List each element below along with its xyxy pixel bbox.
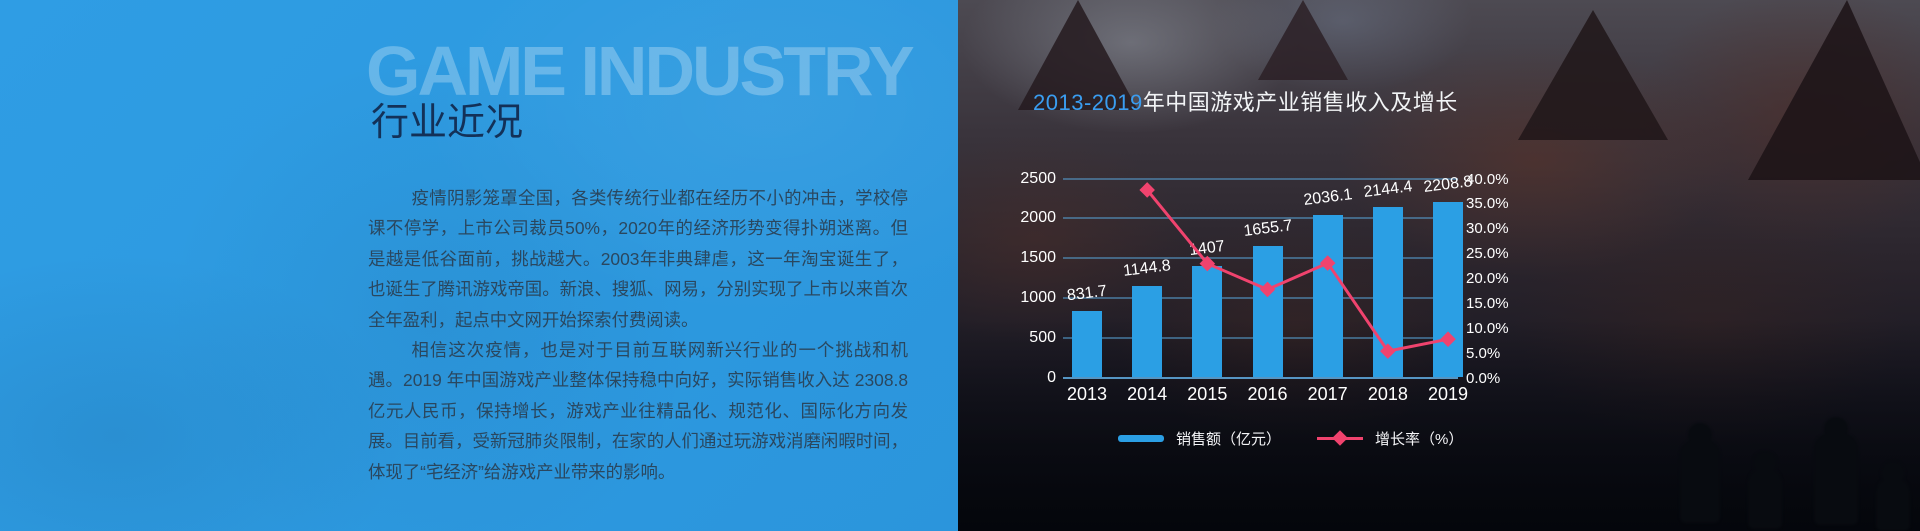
revenue-bar <box>1312 215 1343 378</box>
chart-title-years: 2013-2019 <box>1033 90 1143 115</box>
right-axis-tick: 5.0% <box>1466 344 1501 362</box>
right-axis-tick: 25.0% <box>1466 245 1509 263</box>
x-axis-line <box>1063 376 1458 379</box>
legend-bar-label: 销售额（亿元） <box>1176 430 1282 448</box>
left-axis-tick: 1000 <box>1020 288 1056 306</box>
paragraph-1: 疫情阴影笼罩全国，各类传统行业都在经历不小的冲击，学校停课不停学，上市公司裁员5… <box>368 188 908 330</box>
right-axis-tick: 10.0% <box>1466 319 1509 337</box>
x-axis-label: 2019 <box>1427 383 1469 404</box>
revenue-bar <box>1072 311 1102 378</box>
legend-bar-swatch <box>1118 434 1164 442</box>
chess-pawn-silhouette <box>1680 439 1720 523</box>
revenue-bar <box>1192 265 1223 378</box>
roof-silhouette <box>1258 0 1348 80</box>
left-axis-tick: 2000 <box>1020 209 1056 227</box>
revenue-bar <box>1372 206 1403 378</box>
x-axis-label: 2016 <box>1247 383 1288 404</box>
legend-diamond-icon <box>1332 430 1348 446</box>
right-axis-tick: 0.0% <box>1466 369 1501 387</box>
x-axis-label: 2017 <box>1307 383 1348 404</box>
watermark-game-industry: GAME INDUSTRY <box>366 32 915 110</box>
gridline <box>1063 177 1458 180</box>
right-axis-tick: 35.0% <box>1466 195 1509 213</box>
left-axis-tick: 1500 <box>1020 249 1056 267</box>
left-axis-tick: 2500 <box>1020 169 1056 187</box>
left-axis-tick: 500 <box>1029 328 1056 346</box>
roof-silhouette <box>1748 0 1920 180</box>
right-axis-tick: 20.0% <box>1466 270 1509 287</box>
paragraph-2: 相信这次疫情，也是对于目前互联网新兴行业的一个挑战和机遇。2019 年中国游戏产… <box>368 340 908 482</box>
revenue-bar <box>1433 201 1464 378</box>
roof-silhouette <box>1518 10 1668 140</box>
right-axis-tick: 15.0% <box>1466 294 1509 312</box>
chart-title-text: 年中国游戏产业销售收入及增长 <box>1142 90 1458 115</box>
left-panel: GAME INDUSTRY 行业近况 疫情阴影笼罩全国，各类传统行业都在经历不小… <box>0 0 960 531</box>
x-axis-label: 2015 <box>1187 383 1228 404</box>
section-title: 行业近况 <box>371 102 524 144</box>
x-axis-label: 2013 <box>1066 383 1108 404</box>
legend-line-label: 增长率（%） <box>1375 430 1464 448</box>
panel-texture <box>0 0 960 531</box>
chart-title: 2013-2019年中国游戏产业销售收入及增长 <box>1033 88 1458 118</box>
x-axis-label: 2014 <box>1127 383 1168 404</box>
right-axis-tick: 30.0% <box>1466 220 1509 238</box>
chart-legend: 销售额（亿元） 增长率（%） <box>1118 428 1463 448</box>
legend-line-swatch <box>1317 430 1364 446</box>
chess-pawn-silhouette <box>1748 467 1782 529</box>
right-axis-tick: 40.0% <box>1466 170 1509 188</box>
left-axis-tick: 0 <box>1047 368 1056 386</box>
revenue-bar <box>1132 286 1163 378</box>
body-text: 疫情阴影笼罩全国，各类传统行业都在经历不小的冲击，学校停课不停学，上市公司裁员5… <box>368 183 908 487</box>
chess-pawn-silhouette <box>1814 433 1858 525</box>
chess-pawn-silhouette <box>1876 477 1910 531</box>
x-axis-label: 2018 <box>1367 383 1408 404</box>
revenue-bar <box>1252 245 1283 378</box>
